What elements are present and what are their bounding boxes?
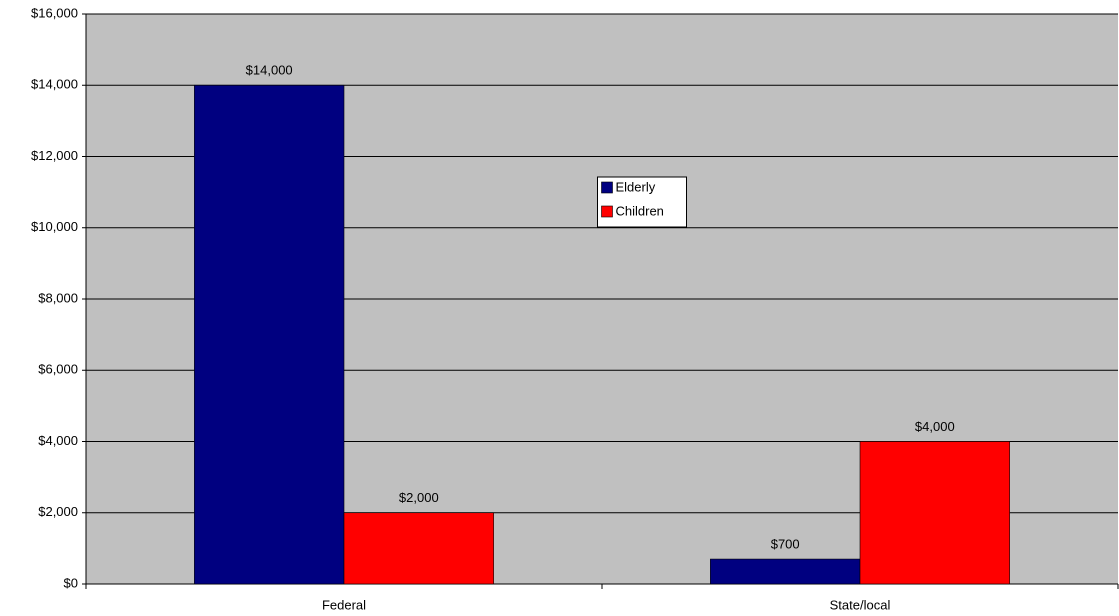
y-tick-label: $4,000: [38, 433, 78, 448]
value-label: $14,000: [246, 63, 293, 78]
y-tick-label: $12,000: [31, 148, 78, 163]
x-tick-label: State/local: [830, 597, 891, 612]
bar: [194, 84, 345, 585]
legend-swatch: [601, 181, 613, 194]
bar: [859, 441, 1010, 585]
y-tick-label: $14,000: [31, 77, 78, 92]
value-label: $700: [771, 537, 800, 552]
legend-label: Children: [616, 203, 664, 218]
x-tick-label: Federal: [322, 597, 366, 612]
legend-swatch: [601, 205, 613, 218]
legend: Elderly Children: [597, 176, 687, 228]
y-tick-label: $8,000: [38, 290, 78, 305]
y-tick-label: $6,000: [38, 362, 78, 377]
bar: [710, 558, 861, 585]
value-label: $2,000: [399, 490, 439, 505]
y-tick-label: $16,000: [31, 5, 78, 20]
value-label: $4,000: [915, 419, 955, 434]
y-tick-label: $10,000: [31, 219, 78, 234]
bar: [343, 512, 494, 585]
y-tick-label: $0: [64, 575, 78, 590]
legend-label: Elderly: [616, 179, 656, 194]
y-tick-label: $2,000: [38, 504, 78, 519]
